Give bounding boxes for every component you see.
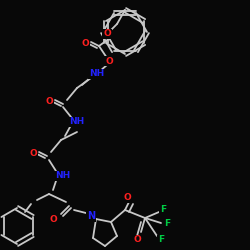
Text: O: O: [123, 194, 131, 202]
Text: O: O: [133, 236, 141, 244]
Text: NH: NH: [70, 118, 84, 126]
Text: O: O: [103, 30, 111, 38]
Text: O: O: [81, 38, 89, 48]
Text: NH: NH: [56, 172, 71, 180]
Text: F: F: [160, 206, 166, 214]
Text: O: O: [49, 216, 57, 224]
Text: F: F: [164, 220, 170, 228]
Text: O: O: [105, 56, 113, 66]
Text: F: F: [158, 236, 164, 244]
Text: O: O: [45, 98, 53, 106]
Text: O: O: [29, 150, 37, 158]
Text: NH: NH: [90, 70, 104, 78]
Text: N: N: [87, 211, 95, 221]
